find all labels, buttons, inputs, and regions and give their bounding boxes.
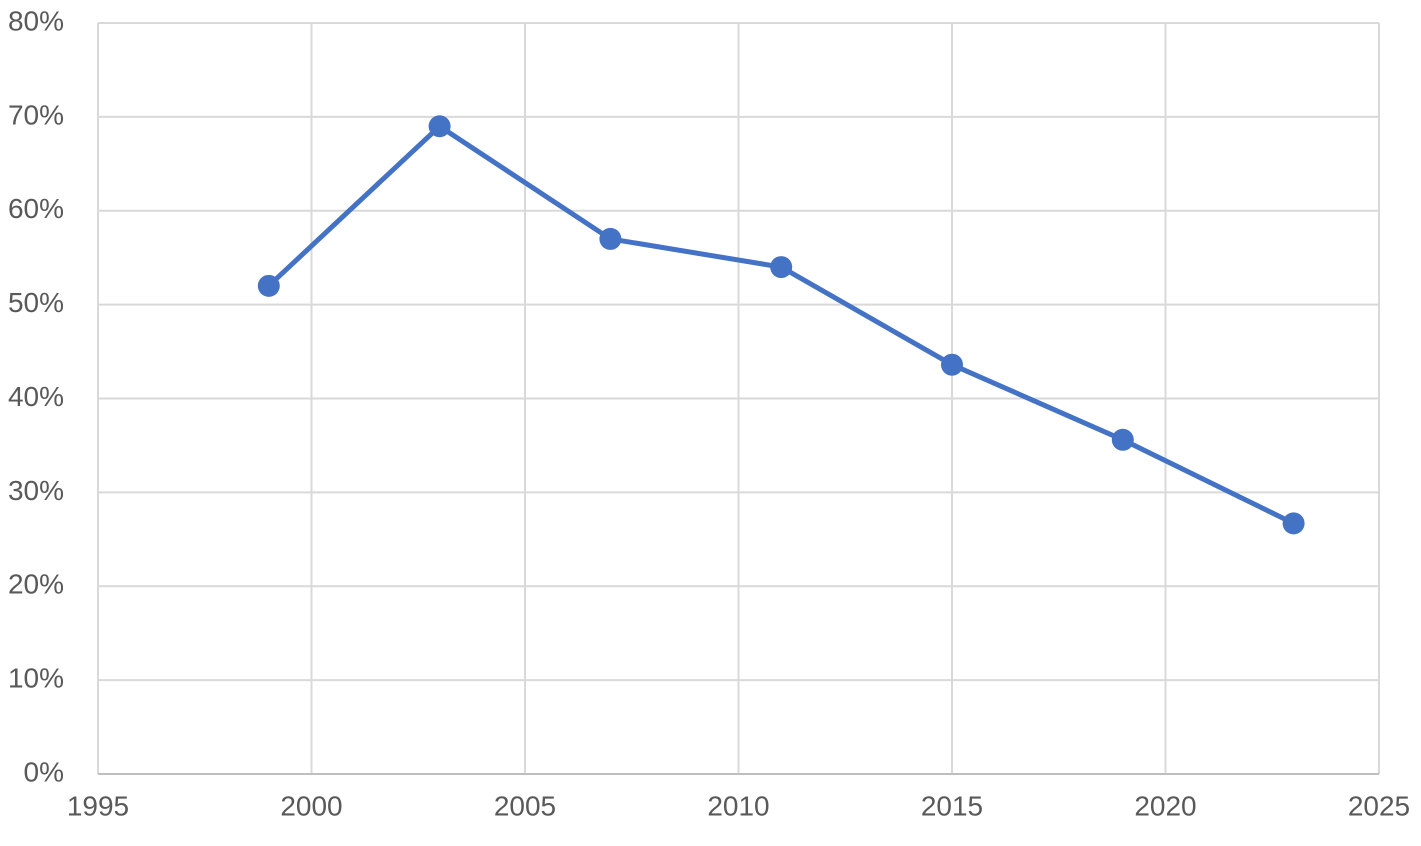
y-tick-label: 20%	[8, 569, 64, 600]
x-tick-label: 2010	[707, 790, 769, 821]
series-line	[267, 123, 1295, 526]
data-point	[1111, 428, 1134, 451]
x-tick-label: 2005	[494, 790, 556, 821]
x-tick-label: 2000	[280, 790, 342, 821]
data-point	[428, 115, 451, 138]
y-tick-label: 0%	[24, 756, 64, 787]
data-point	[1282, 512, 1305, 535]
x-tick-label: 2025	[1348, 790, 1410, 821]
y-tick-label: 80%	[8, 5, 64, 36]
y-tick-label: 30%	[8, 475, 64, 506]
y-tick-label: 50%	[8, 287, 64, 318]
x-tick-label: 2015	[921, 790, 983, 821]
data-point	[770, 256, 793, 279]
x-tick-label: 2020	[1134, 790, 1196, 821]
x-tick-label: 1995	[67, 790, 129, 821]
y-tick-label: 10%	[8, 663, 64, 694]
y-tick-label: 60%	[8, 193, 64, 224]
y-tick-label: 70%	[8, 99, 64, 130]
data-point	[599, 227, 622, 250]
y-tick-label: 40%	[8, 381, 64, 412]
data-point	[941, 353, 963, 376]
data-point	[257, 274, 280, 297]
